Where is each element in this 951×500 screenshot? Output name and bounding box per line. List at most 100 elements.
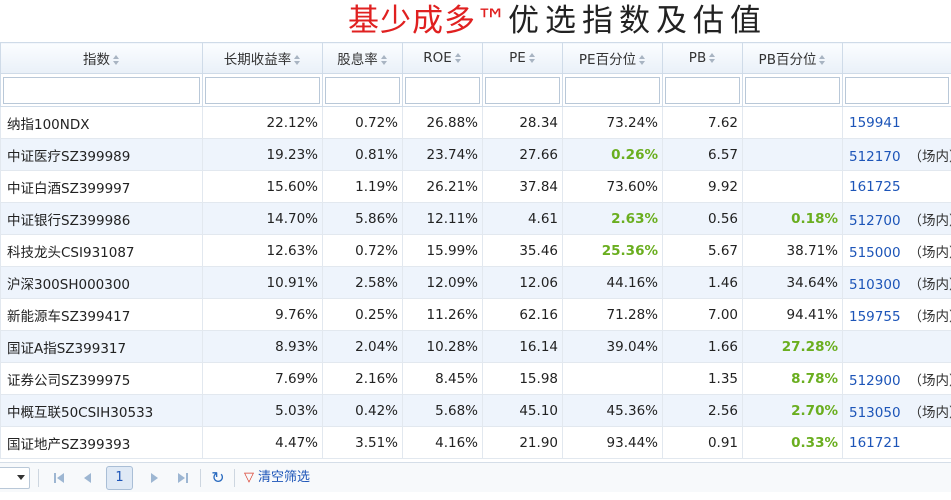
column-header-label: PE bbox=[509, 50, 526, 66]
fund-code-link[interactable]: 512700 bbox=[849, 212, 901, 229]
fund-code-link[interactable]: 515000 bbox=[849, 244, 901, 261]
cell-pb: 9.92 bbox=[662, 170, 743, 203]
filter-input-pb-percentile[interactable] bbox=[745, 76, 840, 104]
page-size-select[interactable] bbox=[0, 467, 30, 489]
sort-icon[interactable] bbox=[528, 53, 536, 63]
cell-pe-percentile: 44.16% bbox=[562, 266, 663, 299]
table-row[interactable]: 中概互联50CSIH30533 5.03% 0.42% 5.68% 45.10 45.36… bbox=[0, 394, 951, 427]
cell-dividend-yield: 0.42% bbox=[322, 394, 403, 427]
fund-code-link[interactable]: 161725 bbox=[849, 178, 901, 195]
cell-pb-percentile bbox=[742, 170, 843, 203]
cell-pe-percentile: 39.04% bbox=[562, 330, 663, 363]
sort-icon[interactable] bbox=[454, 53, 462, 63]
filter-cell bbox=[482, 73, 563, 107]
filter-row bbox=[0, 73, 951, 107]
cell-pe: 21.90 bbox=[482, 426, 563, 459]
sort-icon[interactable] bbox=[819, 55, 826, 65]
column-header-index[interactable]: 指数 bbox=[0, 42, 203, 74]
column-header-dividend-yield[interactable]: 股息率 bbox=[322, 42, 403, 74]
column-header-label: PB百分位 bbox=[758, 52, 817, 68]
filter-input-dividend-yield[interactable] bbox=[325, 76, 400, 104]
table-row[interactable]: 国证地产SZ399393 4.47% 3.51% 4.16% 21.90 93.44% 0.… bbox=[0, 426, 951, 459]
cell-fund-code: 159755 （场内） bbox=[842, 298, 951, 331]
cell-pb-percentile: 34.64% bbox=[742, 266, 843, 299]
last-page-icon[interactable] bbox=[173, 468, 193, 488]
cell-pe-percentile: 0.26% bbox=[562, 138, 663, 171]
cell-roe: 26.21% bbox=[402, 170, 483, 203]
exchange-tag: （场内） bbox=[908, 276, 951, 293]
cell-pe: 62.16 bbox=[482, 298, 563, 331]
refresh-icon[interactable]: ↻ bbox=[211, 468, 225, 487]
table-row[interactable]: 中证医疗SZ399989 19.23% 0.81% 23.74% 27.66 0.26% 6… bbox=[0, 138, 951, 171]
cell-pb-percentile: 8.78% bbox=[742, 362, 843, 395]
fund-code-link[interactable]: 159755 bbox=[849, 308, 901, 325]
table-row[interactable]: 新能源车SZ399417 9.76% 0.25% 11.26% 62.16 71.28% 7… bbox=[0, 298, 951, 331]
title-brand: 基少成多™ bbox=[348, 3, 508, 39]
sort-icon[interactable] bbox=[294, 55, 301, 65]
fund-code-link[interactable]: 513050 bbox=[849, 404, 901, 421]
filter-input-long-term-return[interactable] bbox=[205, 76, 320, 104]
cell-roe: 26.88% bbox=[402, 106, 483, 139]
table-row[interactable]: 国证A指SZ399317 8.93% 2.04% 10.28% 16.14 39.04% 1… bbox=[0, 330, 951, 363]
cell-dividend-yield: 0.25% bbox=[322, 298, 403, 331]
sort-icon[interactable] bbox=[113, 55, 120, 65]
cell-pe: 35.46 bbox=[482, 234, 563, 267]
cell-roe: 12.09% bbox=[402, 266, 483, 299]
cell-pe-percentile: 73.24% bbox=[562, 106, 663, 139]
next-page-icon[interactable] bbox=[145, 468, 165, 488]
sort-icon[interactable] bbox=[709, 53, 716, 63]
cell-pb-percentile: 2.70% bbox=[742, 394, 843, 427]
filter-input-pe[interactable] bbox=[485, 76, 560, 104]
column-header-label: 长期收益率 bbox=[223, 52, 292, 68]
fund-code-link[interactable]: 512900 bbox=[849, 372, 901, 389]
title-bar: 基少成多™优选指数及估值 bbox=[0, 0, 951, 42]
cell-dividend-yield: 0.72% bbox=[322, 106, 403, 139]
exchange-tag: （场内） bbox=[908, 404, 951, 421]
fund-code-link[interactable]: 161721 bbox=[849, 434, 901, 451]
cell-fund-code: 512170 （场内） bbox=[842, 138, 951, 171]
cell-roe: 15.99% bbox=[402, 234, 483, 267]
column-header-roe[interactable]: ROE bbox=[402, 42, 483, 74]
exchange-tag: （场内） bbox=[908, 212, 951, 229]
last-page-icon-arrow bbox=[178, 473, 185, 483]
table-row[interactable]: 纳指100NDX 22.12% 0.72% 26.88% 28.34 73.24% 7.62… bbox=[0, 106, 951, 139]
fund-code-link[interactable]: 510300 bbox=[849, 276, 901, 293]
sort-icon[interactable] bbox=[639, 55, 646, 65]
cell-long-term-return: 12.63% bbox=[202, 234, 323, 267]
column-header-pe[interactable]: PE bbox=[482, 42, 563, 74]
fund-code-link[interactable]: 512170 bbox=[849, 148, 901, 165]
table-row[interactable]: 科技龙头CSI931087 12.63% 0.72% 15.99% 35.46 25.36… bbox=[0, 234, 951, 267]
column-header-pb-percentile[interactable]: PB百分位 bbox=[742, 42, 843, 74]
table-row[interactable]: 沪深300SH000300 10.91% 2.58% 12.09% 12.06 44.16… bbox=[0, 266, 951, 299]
fund-code-link[interactable]: 159941 bbox=[849, 114, 901, 131]
cell-pe-percentile: 2.63% bbox=[562, 202, 663, 235]
filter-input-roe[interactable] bbox=[405, 76, 480, 104]
chevron-down-icon[interactable] bbox=[17, 475, 25, 480]
first-page-icon[interactable] bbox=[50, 468, 70, 488]
current-page[interactable]: 1 bbox=[106, 466, 133, 490]
table-row[interactable]: 证券公司SZ399975 7.69% 2.16% 8.45% 15.98 1.35 8.78… bbox=[0, 362, 951, 395]
first-page-icon-arrow bbox=[57, 473, 64, 483]
column-header-long-term-return[interactable]: 长期收益率 bbox=[202, 42, 323, 74]
exchange-tag: （场内） bbox=[908, 372, 951, 389]
sort-icon[interactable] bbox=[380, 55, 388, 65]
next-page-icon-arrow bbox=[151, 473, 158, 483]
column-header-pe-percentile[interactable]: PE百分位 bbox=[562, 42, 663, 74]
column-header-label: PE百分位 bbox=[578, 52, 637, 68]
table-row[interactable]: 中证银行SZ399986 14.70% 5.86% 12.11% 4.61 2.63% 0.… bbox=[0, 202, 951, 235]
cell-dividend-yield: 3.51% bbox=[322, 426, 403, 459]
index-grid: 指数 长期收益率 股息率 ROE PE PE百分位 PB PB百分位 bbox=[0, 42, 951, 459]
filter-input-index[interactable] bbox=[3, 76, 200, 104]
filter-input-fund-code[interactable] bbox=[845, 76, 949, 104]
table-row[interactable]: 中证白酒SZ399997 15.60% 1.19% 26.21% 37.84 73.60%… bbox=[0, 170, 951, 203]
cell-dividend-yield: 0.72% bbox=[322, 234, 403, 267]
cell-pe: 45.10 bbox=[482, 394, 563, 427]
cell-fund-code: 510300 （场内） bbox=[842, 266, 951, 299]
cell-fund-code: 512900 （场内） bbox=[842, 362, 951, 395]
column-header-pb[interactable]: PB bbox=[662, 42, 743, 74]
clear-filter-button[interactable]: ▽ 清空筛选 bbox=[244, 468, 310, 488]
filter-input-pb[interactable] bbox=[665, 76, 740, 104]
filter-input-pe-percentile[interactable] bbox=[565, 76, 660, 104]
prev-page-icon[interactable] bbox=[78, 468, 98, 488]
filter-cell bbox=[562, 73, 663, 107]
